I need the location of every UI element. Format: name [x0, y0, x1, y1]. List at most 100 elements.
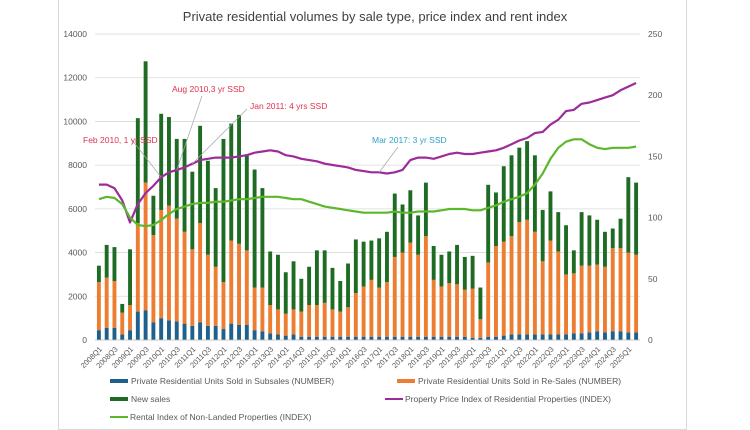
- bar-newsales: [595, 219, 600, 265]
- bar-resales: [291, 309, 296, 335]
- bar-newsales: [494, 192, 498, 247]
- bar-resales: [346, 307, 350, 337]
- bar-subsales: [494, 336, 498, 340]
- bar-resales: [353, 293, 358, 337]
- legend-label: Rental Index of Non-Landed Properties (I…: [130, 412, 312, 422]
- bar-subsales: [174, 321, 179, 340]
- bar-subsales: [112, 327, 117, 340]
- bar-newsales: [205, 160, 210, 255]
- bar-newsales: [587, 215, 592, 266]
- bar-newsales: [283, 272, 288, 314]
- bar-resales: [478, 319, 483, 338]
- bar-resales: [182, 231, 187, 324]
- bar-subsales: [400, 336, 405, 340]
- bar-resales: [392, 256, 397, 337]
- legend-item-newsales: New sales: [110, 394, 170, 404]
- bar-subsales: [369, 336, 374, 340]
- legend-swatch: [385, 398, 403, 400]
- bar-newsales: [182, 138, 187, 232]
- bar-resales: [501, 241, 506, 336]
- bar-newsales: [369, 240, 374, 280]
- bar-newsales: [307, 266, 312, 306]
- y2-tick-label: 200: [648, 90, 662, 100]
- bar-subsales: [237, 324, 241, 340]
- legend-item-rental: Rental Index of Non-Landed Properties (I…: [110, 412, 311, 422]
- bar-subsales: [361, 336, 366, 340]
- bar-resales: [252, 287, 257, 331]
- bar-resales: [556, 251, 561, 335]
- bar-subsales: [571, 333, 576, 340]
- annotations: Feb 2010, 1 yr SSD Aug 2010,3 yr SSD Jan 2…: [83, 84, 447, 178]
- bar-subsales: [603, 332, 607, 340]
- legend-item-ppi: Property Price Index of Residential Prop…: [385, 394, 611, 404]
- bar-subsales: [252, 330, 257, 340]
- legend-item-resales: Private Residential Units Sold in Re-Sal…: [397, 376, 621, 386]
- annotation-leader: [378, 146, 399, 173]
- bar-resales: [260, 287, 265, 332]
- y-axis-right: 0 50 100 150 200 250: [648, 29, 662, 345]
- bar-resales: [198, 223, 203, 323]
- bar-newsales: [338, 280, 343, 312]
- bar-newsales: [276, 254, 280, 310]
- bar-newsales: [408, 190, 413, 243]
- bar-newsales: [579, 212, 584, 266]
- bar-resales: [237, 243, 241, 325]
- bar-subsales: [283, 335, 288, 340]
- bar-subsales: [205, 325, 210, 340]
- bar-subsales: [322, 336, 327, 340]
- bar-subsales: [135, 311, 140, 340]
- bar-newsales: [330, 267, 335, 310]
- bar-newsales: [564, 225, 568, 275]
- legend-swatch: [110, 379, 128, 383]
- legend-label: Property Price Index of Residential Prop…: [405, 394, 611, 404]
- y-tick-label: 14000: [63, 29, 87, 39]
- bar-newsales: [392, 193, 397, 257]
- bar-newsales: [517, 147, 522, 222]
- bar-resales: [229, 240, 234, 324]
- bar-subsales: [532, 334, 537, 340]
- bar-subsales: [501, 335, 506, 340]
- y2-tick-label: 50: [648, 274, 658, 284]
- legend-label: New sales: [131, 394, 171, 404]
- bar-newsales: [112, 247, 117, 281]
- bar-resales: [276, 309, 280, 335]
- bar-resales: [283, 313, 288, 336]
- bar-resales: [439, 286, 444, 337]
- bar-subsales: [377, 336, 382, 340]
- bar-subsales: [338, 336, 343, 340]
- bar-resales: [167, 205, 171, 321]
- chart-title: Private residential volumes by sale type…: [182, 9, 568, 24]
- bar-subsales: [182, 323, 187, 340]
- bar-newsales: [221, 138, 226, 283]
- bar-newsales: [229, 123, 234, 241]
- bar-newsales: [571, 250, 576, 274]
- bar-subsales: [439, 336, 444, 340]
- bar-newsales: [167, 117, 171, 206]
- bar-subsales: [213, 325, 218, 340]
- bar-subsales: [291, 334, 296, 340]
- bar-resales: [571, 273, 576, 334]
- bar-subsales: [151, 322, 156, 340]
- bar-resales: [431, 279, 436, 337]
- bar-newsales: [346, 263, 350, 308]
- bar-subsales: [447, 336, 452, 340]
- bar-resales: [268, 305, 273, 334]
- bar-resales: [385, 282, 389, 337]
- bar-newsales: [237, 114, 241, 244]
- bar-newsales: [213, 188, 218, 267]
- bar-newsales: [361, 241, 366, 287]
- legend-swatch: [110, 397, 128, 401]
- legend-swatch: [110, 416, 128, 418]
- bar-resales: [213, 266, 218, 326]
- bar-subsales: [268, 333, 273, 340]
- bar-subsales: [587, 332, 592, 340]
- bar-resales: [579, 265, 584, 334]
- bar-subsales: [128, 330, 132, 340]
- bar-resales: [548, 240, 553, 335]
- bar-newsales: [151, 195, 156, 236]
- bar-subsales: [307, 336, 312, 340]
- bar-subsales: [159, 318, 164, 340]
- legend-label: Private Residential Units Sold in Subsal…: [131, 376, 335, 386]
- bar-resales: [221, 282, 226, 330]
